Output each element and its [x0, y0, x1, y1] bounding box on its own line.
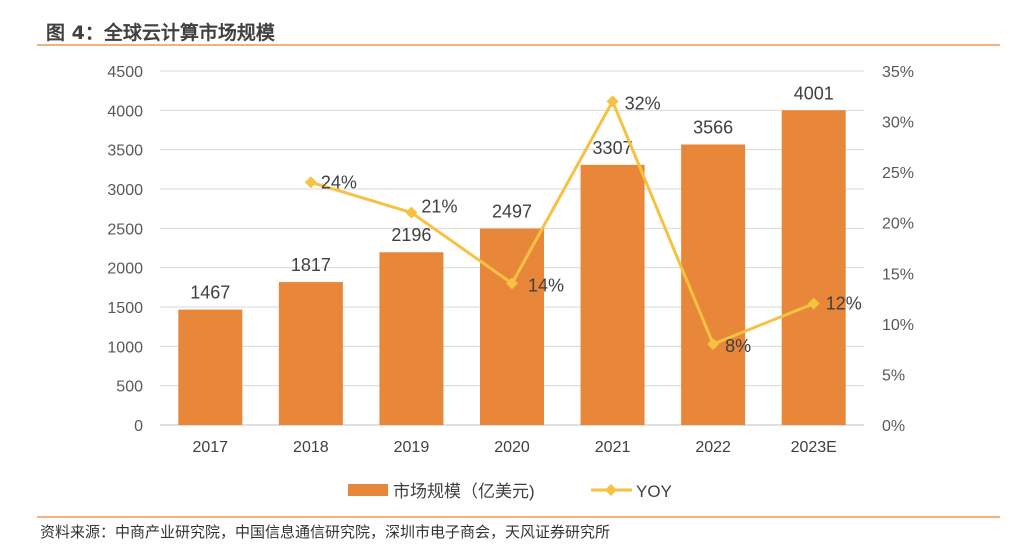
- left-tick-label: 4500: [107, 64, 143, 81]
- bar: [781, 110, 846, 425]
- bar: [580, 164, 645, 425]
- bar: [681, 144, 746, 425]
- x-tick-label: 2022: [695, 439, 731, 456]
- right-tick-label: 25%: [882, 165, 914, 182]
- yoy-marker: [606, 95, 619, 108]
- right-tick-label: 35%: [882, 64, 914, 81]
- right-tick-label: 5%: [882, 367, 905, 384]
- bar-data-label: 3566: [693, 117, 733, 137]
- bar-data-label: 2497: [492, 202, 532, 222]
- left-tick-label: 1000: [107, 339, 143, 356]
- left-tick-label: 500: [116, 379, 143, 396]
- bar-data-label: 3307: [593, 138, 633, 158]
- legend-bar-label: 市场规模（亿美元): [393, 482, 535, 501]
- yoy-data-label: 14%: [528, 275, 564, 295]
- bar-data-label: 2196: [391, 225, 431, 245]
- bar: [379, 252, 444, 425]
- legend-line-label: YOY: [636, 482, 672, 501]
- left-tick-label: 3000: [107, 182, 143, 199]
- bar-data-label: 4001: [794, 83, 834, 103]
- title-divider: [37, 44, 1000, 46]
- x-tick-label: 2017: [192, 439, 228, 456]
- x-tick-label: 2019: [394, 439, 430, 456]
- right-tick-label: 15%: [882, 266, 914, 283]
- left-tick-label: 1500: [107, 300, 143, 317]
- bar-data-label: 1467: [190, 283, 230, 303]
- left-tick-label: 2000: [107, 261, 143, 278]
- legend-bar-swatch: [348, 484, 388, 496]
- x-tick-label: 2020: [494, 439, 530, 456]
- right-tick-label: 0%: [882, 418, 905, 435]
- yoy-line: [310, 97, 815, 347]
- x-tick-label: 2021: [595, 439, 631, 456]
- x-tick-label: 2023E: [791, 439, 837, 456]
- bar: [178, 309, 243, 425]
- left-tick-label: 0: [134, 418, 143, 435]
- bar-data-label: 1817: [291, 255, 331, 275]
- bar: [480, 228, 544, 425]
- left-tick-label: 4000: [107, 103, 143, 120]
- yoy-marker: [807, 297, 820, 310]
- source-divider: [37, 516, 1000, 518]
- right-tick-label: 20%: [882, 216, 914, 233]
- right-tick-label: 30%: [882, 115, 914, 132]
- yoy-data-label: 24%: [321, 172, 357, 192]
- source-note: 资料来源：中商产业研究院，中国信息通信研究院，深圳市电子商会，天风证券研究所: [40, 523, 611, 541]
- chart-title: 图 4：全球云计算市场规模: [46, 22, 275, 44]
- yoy-data-label: 21%: [421, 197, 457, 217]
- yoy-marker: [707, 338, 720, 351]
- legend-line-marker: [605, 484, 617, 496]
- left-tick-label: 3500: [107, 143, 143, 160]
- right-tick-label: 10%: [882, 317, 914, 334]
- yoy-data-label: 12%: [826, 294, 862, 314]
- x-tick-label: 2018: [293, 439, 329, 456]
- yoy-marker: [506, 277, 518, 290]
- bar: [278, 282, 343, 425]
- yoy-data-label: 32%: [625, 93, 661, 113]
- yoy-data-label: 8%: [725, 336, 751, 356]
- left-tick-label: 2500: [107, 221, 143, 238]
- yoy-marker: [405, 206, 418, 219]
- yoy-marker: [304, 176, 317, 189]
